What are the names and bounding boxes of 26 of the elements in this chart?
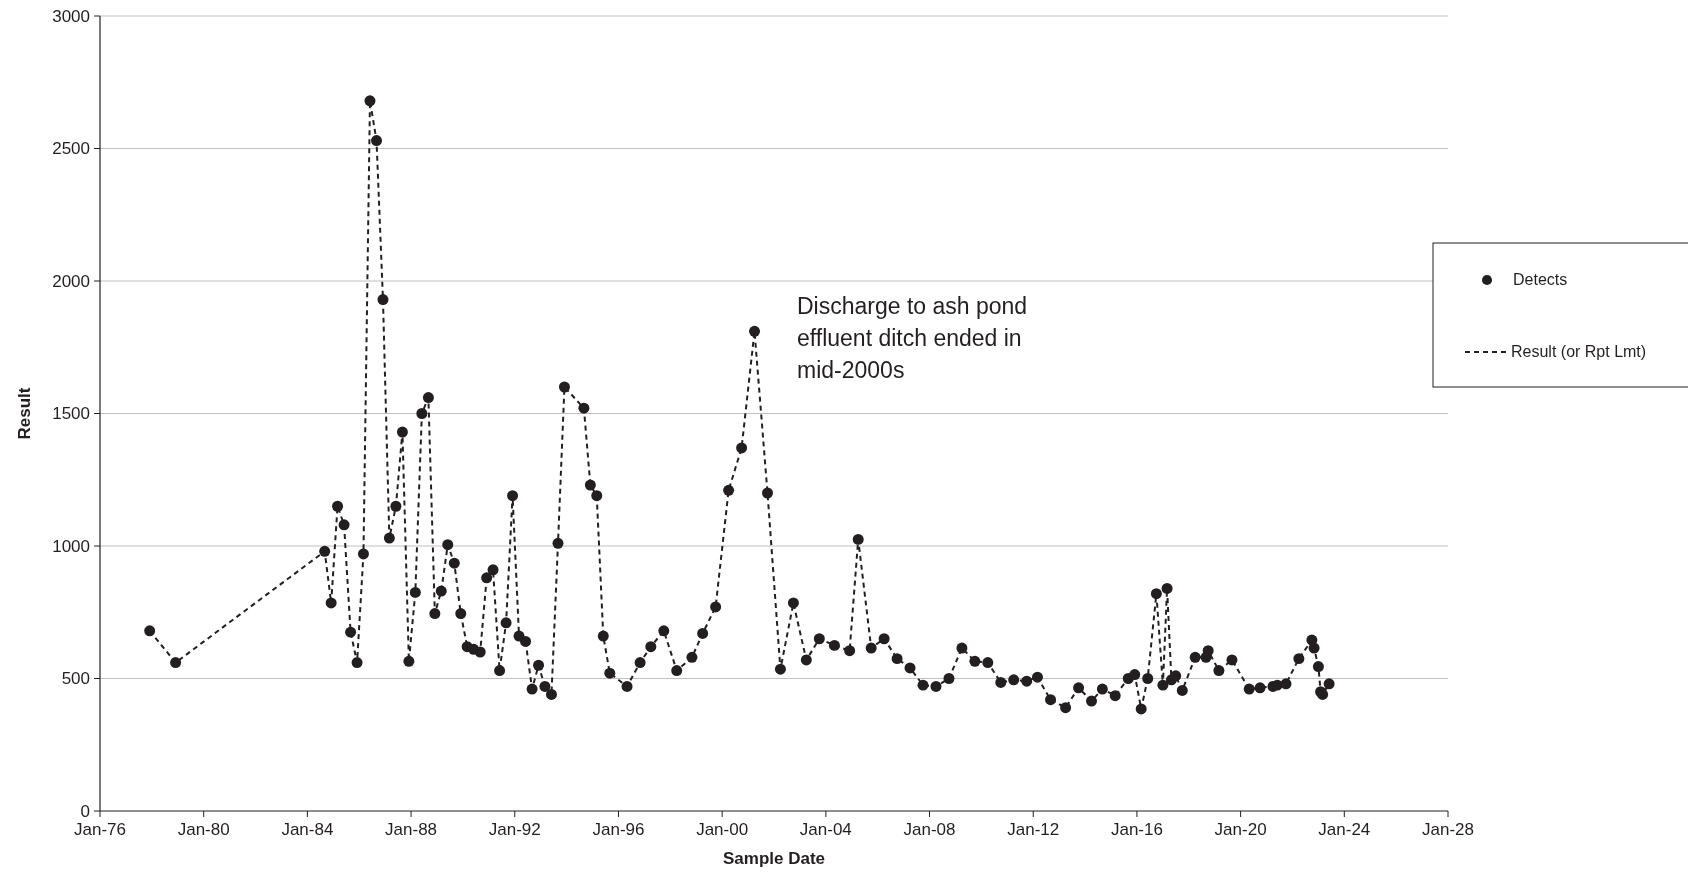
- y-axis-title: Result: [15, 387, 34, 440]
- x-tick-label: Jan-92: [488, 820, 541, 839]
- x-tick-label: Jan-84: [281, 820, 334, 839]
- x-tick-label: Jan-16: [1110, 820, 1163, 839]
- x-tick-label: Jan-76: [74, 820, 126, 839]
- y-tick-label: 2500: [52, 139, 90, 159]
- x-tick-label: Jan-00: [696, 820, 749, 839]
- x-tick-label: Jan-24: [1318, 820, 1371, 839]
- y-tick-label: 1000: [52, 536, 90, 556]
- x-tick-label: Jan-96: [592, 820, 645, 839]
- x-tick-label: Jan-04: [799, 820, 852, 839]
- y-tick-label: 500: [61, 669, 90, 689]
- x-axis-title: Sample Date: [722, 849, 826, 868]
- y-tick-label: 3000: [52, 6, 90, 26]
- x-tick-label: Jan-88: [385, 820, 438, 839]
- x-tick-label: Jan-80: [177, 820, 230, 839]
- x-tick-label: Jan-28: [1422, 820, 1474, 839]
- y-tick-label: 0: [80, 801, 90, 821]
- x-tick-label: Jan-08: [903, 820, 956, 839]
- x-tick-label: Jan-20: [1214, 820, 1267, 839]
- x-tick-label: Jan-12: [1007, 820, 1060, 839]
- legend-label: Detects: [1513, 271, 1568, 288]
- y-tick-label: 1500: [52, 404, 90, 424]
- legend-label: Result (or Rpt Lmt): [1511, 343, 1647, 360]
- annotation: Discharge to ash pond effluent ditch ended in mid-2000s: [797, 293, 1028, 383]
- y-tick-label: 2000: [52, 271, 90, 291]
